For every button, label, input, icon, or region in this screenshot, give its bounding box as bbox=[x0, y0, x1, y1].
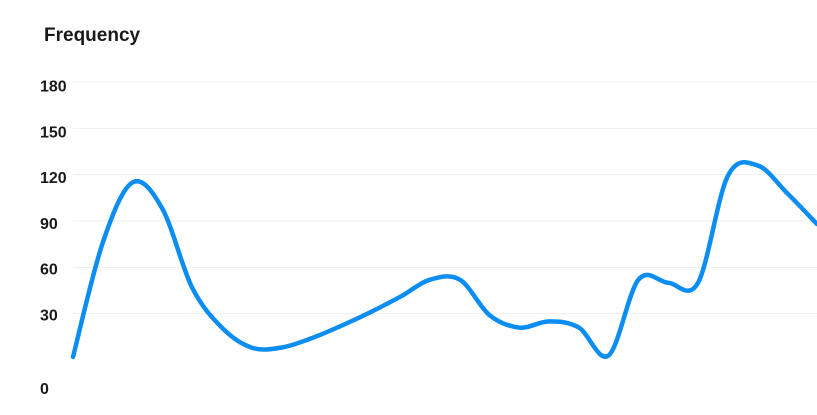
gridlines bbox=[73, 81, 817, 315]
data-point-0-18 bbox=[606, 352, 612, 358]
data-point-0-13 bbox=[457, 277, 463, 283]
y-tick-label-30: 30 bbox=[40, 307, 58, 324]
data-point-0-4 bbox=[189, 284, 195, 290]
y-tick-label-180: 180 bbox=[40, 79, 67, 96]
data-point-0-14 bbox=[487, 312, 493, 318]
chart-title: Frequency bbox=[44, 25, 141, 46]
y-tick-label-90: 90 bbox=[40, 216, 58, 233]
data-point-0-1 bbox=[100, 240, 106, 246]
data-point-0-21 bbox=[695, 280, 701, 286]
data-point-0-0 bbox=[70, 354, 76, 360]
data-point-0-19 bbox=[635, 277, 641, 283]
data-point-0-7 bbox=[278, 345, 284, 351]
data-point-0-12 bbox=[427, 277, 433, 283]
data-point-0-3 bbox=[159, 206, 165, 212]
y-tick-label-150: 150 bbox=[40, 124, 67, 141]
y-tick-label-120: 120 bbox=[40, 170, 67, 187]
data-point-0-23 bbox=[755, 162, 761, 168]
y-tick-label-60: 60 bbox=[40, 262, 58, 279]
data-point-0-5 bbox=[219, 325, 225, 331]
data-point-0-8 bbox=[308, 335, 314, 341]
data-point-0-11 bbox=[397, 294, 403, 300]
data-point-0-20 bbox=[665, 280, 671, 286]
data-point-0-15 bbox=[516, 325, 522, 331]
data-point-0-10 bbox=[368, 309, 374, 315]
y-tick-label-0: 0 bbox=[40, 381, 49, 398]
data-point-0-16 bbox=[546, 318, 552, 324]
series-line-0 bbox=[70, 160, 817, 360]
data-point-0-24 bbox=[784, 190, 790, 196]
data-point-0-22 bbox=[725, 173, 731, 179]
series-layer bbox=[70, 160, 817, 360]
data-point-0-9 bbox=[338, 323, 344, 329]
data-point-0-2 bbox=[130, 179, 136, 185]
data-point-0-6 bbox=[249, 345, 255, 351]
data-point-0-17 bbox=[576, 325, 582, 331]
y-axis-tick-labels: 0 30 60 90 120 150 180 bbox=[40, 79, 67, 398]
